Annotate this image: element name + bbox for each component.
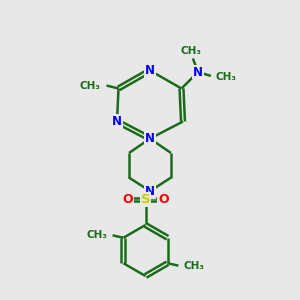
Text: CH₃: CH₃ bbox=[183, 261, 204, 271]
Text: N: N bbox=[145, 132, 155, 145]
Text: O: O bbox=[158, 193, 169, 206]
Text: CH₃: CH₃ bbox=[181, 46, 202, 56]
Text: O: O bbox=[122, 193, 133, 206]
Text: N: N bbox=[193, 65, 203, 79]
Text: CH₃: CH₃ bbox=[87, 230, 108, 240]
Text: CH₃: CH₃ bbox=[216, 72, 237, 82]
Text: CH₃: CH₃ bbox=[80, 80, 100, 91]
Text: N: N bbox=[145, 184, 155, 198]
Text: N: N bbox=[112, 115, 122, 128]
Text: S: S bbox=[141, 193, 150, 206]
Text: N: N bbox=[145, 64, 155, 77]
